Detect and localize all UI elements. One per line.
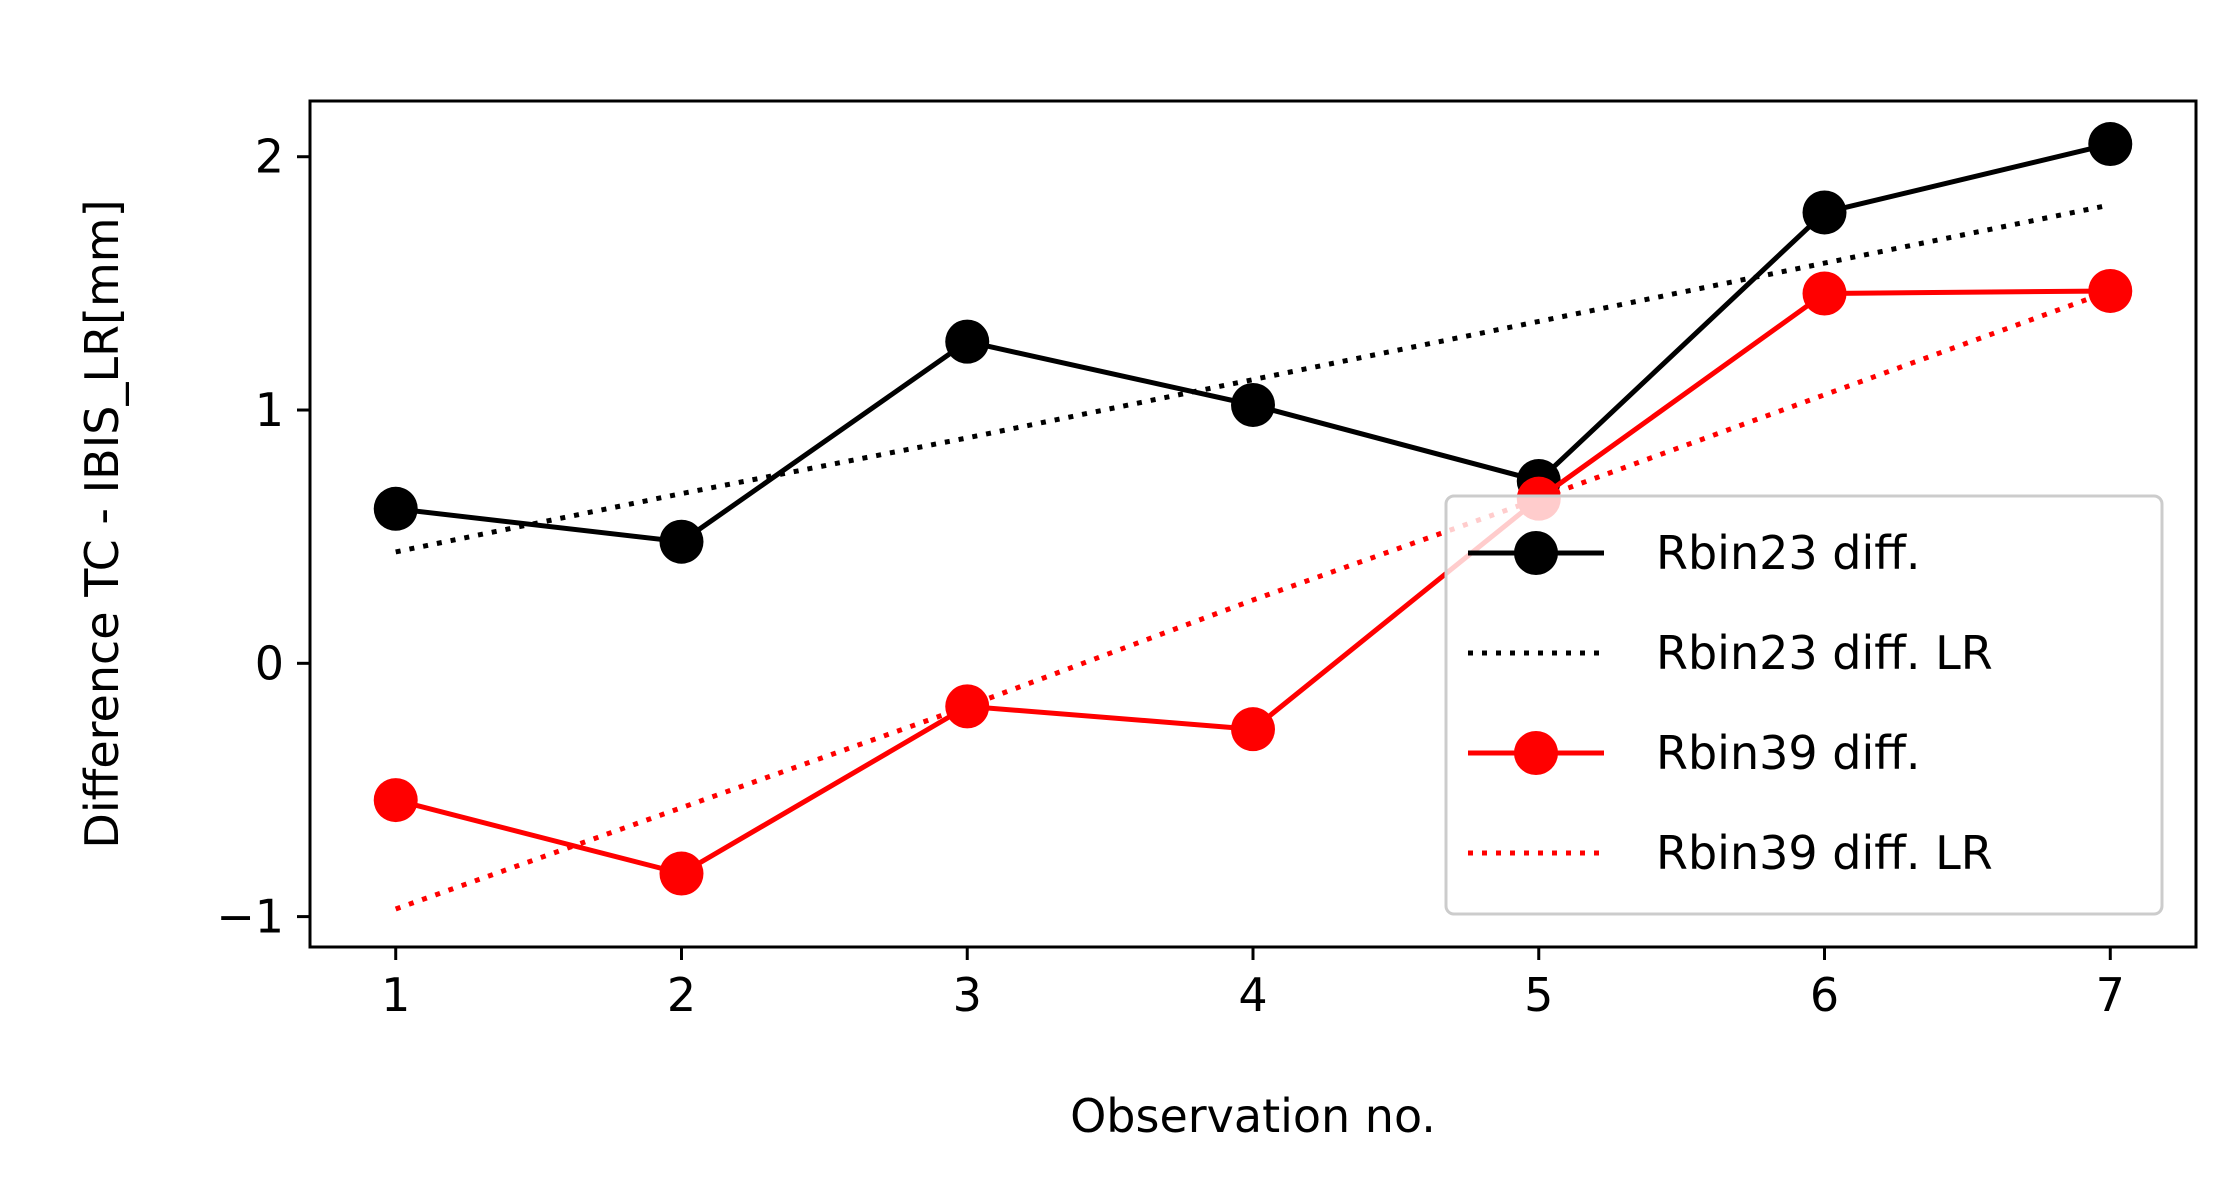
x-tick-label: 1	[381, 968, 410, 1022]
legend: Rbin23 diff. Rbin23 diff. LR Rbin39 diff. R…	[1444, 494, 2164, 916]
series-line-1	[395, 202, 2111, 555]
series-2-point-1	[373, 778, 418, 823]
y-axis-title: Difference TC - IBIS_LR[mm]	[75, 199, 129, 848]
plot-area	[373, 122, 2133, 912]
series-0-point-6	[1802, 190, 1847, 235]
series-2-point-4	[1231, 707, 1275, 752]
x-tick-label: 7	[2096, 968, 2125, 1022]
y-tick-label: −1	[216, 890, 284, 944]
legend-label: Rbin39 diff.	[1656, 726, 1921, 780]
series-2-point-6	[1802, 271, 1847, 316]
legend-marker-0	[1514, 531, 1558, 575]
x-tick-label: 5	[1524, 968, 1553, 1022]
legend-label: Rbin23 diff.	[1656, 526, 1921, 580]
series-0-point-7	[2088, 122, 2133, 167]
legend-label: Rbin23 diff. LR	[1656, 626, 1993, 680]
y-tick-label: 0	[255, 636, 284, 690]
legend-label: Rbin39 diff. LR	[1656, 826, 1993, 880]
x-tick-label: 4	[1238, 968, 1267, 1022]
y-tick-label: 1	[255, 383, 284, 437]
series-0-point-3	[945, 319, 990, 364]
series-line-3	[394, 288, 2112, 912]
x-tick-label: 6	[1810, 968, 1839, 1022]
series-0-point-1	[373, 486, 418, 531]
legend-marker-2	[1514, 731, 1558, 775]
series-2-point-2	[659, 851, 704, 896]
x-tick-label: 3	[953, 968, 982, 1022]
x-tick-label: 2	[667, 968, 696, 1022]
axis-ticks: 1 2 3 4 5 6 7 −1 0 1 2	[216, 130, 2125, 1022]
series-0-point-2	[659, 519, 704, 564]
x-axis-title: Observation no.	[1070, 1089, 1436, 1143]
y-tick-label: 2	[255, 130, 284, 184]
legend-box	[1444, 494, 2164, 916]
series-0-point-4	[1231, 382, 1275, 427]
